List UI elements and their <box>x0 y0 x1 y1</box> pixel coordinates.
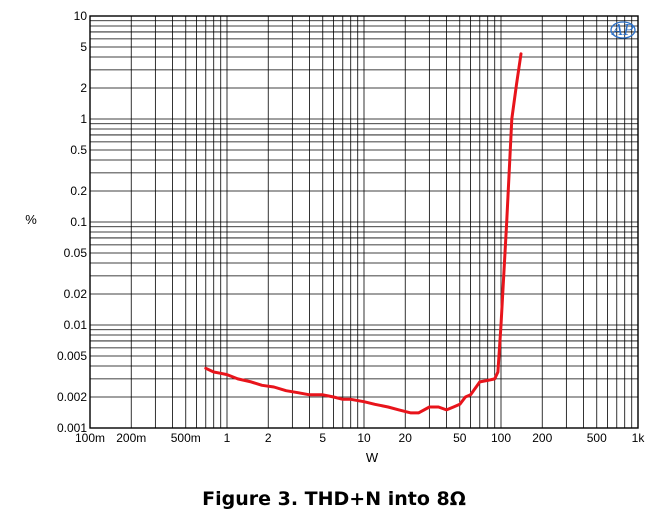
x-tick-label: 200m <box>116 431 146 445</box>
y-axis-label: % <box>25 212 37 227</box>
y-tick-label: 0.2 <box>70 184 87 198</box>
x-tick-label: 20 <box>399 431 413 445</box>
series-layer <box>204 52 523 415</box>
chart-grid <box>90 16 638 428</box>
thd-series-line <box>204 52 523 415</box>
y-tick-label: 1 <box>80 112 87 126</box>
y-tick-label: 0.001 <box>57 421 87 435</box>
y-tick-label: 10 <box>74 9 88 23</box>
figure-caption: Figure 3. THD+N into 8Ω <box>202 488 466 510</box>
plot-frame <box>89 15 639 429</box>
x-tick-label: 200 <box>532 431 552 445</box>
x-tick-label: 1k <box>632 431 646 445</box>
y-tick-label: 0.002 <box>57 390 87 404</box>
x-tick-label: 2 <box>265 431 272 445</box>
x-tick-label: 10 <box>357 431 371 445</box>
x-tick-label: 500 <box>587 431 607 445</box>
x-axis-label: W <box>366 450 379 465</box>
x-tick-label: 50 <box>453 431 467 445</box>
x-tick-label: 100 <box>491 431 511 445</box>
y-tick-label: 0.02 <box>64 287 88 301</box>
y-tick-label: 2 <box>80 81 87 95</box>
x-tick-label: 500m <box>171 431 201 445</box>
y-axis-ticks: 10 5 2 1 0.5 0.2 0.1 0.05 0.02 0.01 0.005 0.002 0.00… <box>57 9 87 435</box>
logo-text: AP <box>611 21 635 39</box>
x-tick-label: 1 <box>224 431 231 445</box>
ap-logo-icon: AP <box>610 21 636 39</box>
y-tick-label: 0.05 <box>64 246 88 260</box>
y-tick-label: 0.5 <box>70 143 87 157</box>
y-tick-label: 0.01 <box>64 318 88 332</box>
y-tick-label: 5 <box>80 40 87 54</box>
x-tick-label: 100m <box>75 431 105 445</box>
y-tick-label: 0.005 <box>57 349 87 363</box>
y-tick-label: 0.1 <box>70 215 87 229</box>
x-axis-ticks: 100m 200m 500m 1 2 5 10 20 50 100 200 500 1k <box>75 431 645 445</box>
thd-chart: 100m 200m 500m 1 2 5 10 20 50 100 200 500 1k 10 5 2 1 0.… <box>25 9 645 465</box>
x-tick-label: 5 <box>319 431 326 445</box>
